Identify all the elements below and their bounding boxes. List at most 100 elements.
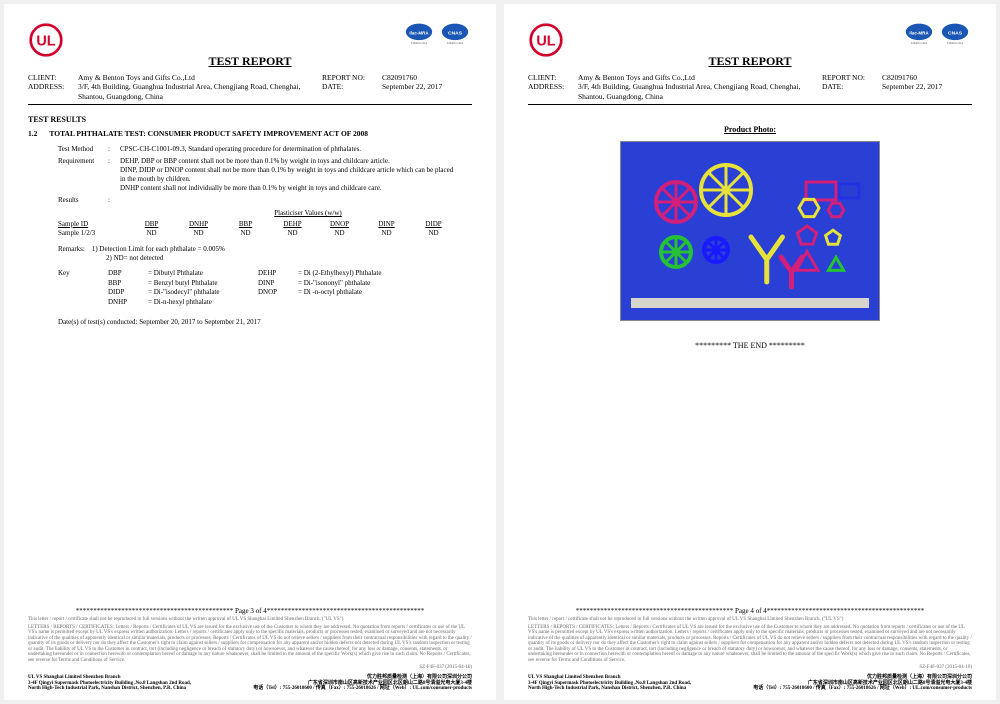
- ilac-mra-icon: ilac-MRA CNAS L1114: [402, 22, 436, 50]
- header-block: CLIENT: ADDRESS: Amy & Benton Toys and G…: [28, 73, 472, 101]
- sample-row-label: Sample 1/2/3: [58, 229, 128, 238]
- footer-ref: SZ-F4F-037 (2015-04-10): [528, 665, 972, 671]
- ul-logo: UL: [528, 22, 564, 58]
- test-results-heading: TEST RESULTS: [28, 115, 472, 125]
- disclaimer-2: LETTERS / REPORTS / CERTIFICATES: Letter…: [28, 625, 472, 664]
- address-value: 3/F, 4th Building, Guanghua Industrial A…: [578, 82, 814, 101]
- logo-row: UL ilac-MRA CNAS L1114 CNAS CNAS L1114: [528, 22, 972, 58]
- page-number-line: ****************************************…: [528, 608, 972, 616]
- section-title: TOTAL PHTHALATE TEST: CONSUMER PRODUCT S…: [49, 129, 368, 138]
- report-page-4: UL ilac-MRA CNAS L1114 CNAS CNAS L1114 TES…: [504, 4, 996, 700]
- col-dinp: DINP: [363, 220, 410, 229]
- report-title: TEST REPORT: [528, 54, 972, 69]
- test-dates: Date(s) of test(s) conducted: September …: [58, 318, 472, 327]
- report-page-3: UL ilac-MRA CNAS L1114 CNAS CNAS L1114 TES…: [4, 4, 496, 700]
- section-1-2-heading: 1.2 TOTAL PHTHALATE TEST: CONSUMER PRODU…: [28, 129, 472, 138]
- page-number-line: ****************************************…: [28, 608, 472, 616]
- report-title: TEST REPORT: [28, 54, 472, 69]
- footer-address-left: UL VS Shanghai Limited Shenzhen Branch 3…: [528, 675, 691, 692]
- reportno-label: REPORT NO:: [822, 73, 882, 82]
- header-rule: [28, 104, 472, 105]
- address-label: ADDRESS:: [28, 82, 78, 91]
- remarks-block: Remarks: 1) Detection Limit for each pht…: [58, 245, 472, 263]
- val-dehp: ND: [269, 229, 316, 238]
- page-footer: ****************************************…: [28, 608, 472, 692]
- product-photo-svg: [621, 142, 881, 322]
- date-label: DATE:: [822, 82, 882, 91]
- cnas-icon: CNAS CNAS L1114: [938, 22, 972, 50]
- val-dnop: ND: [316, 229, 363, 238]
- footer-ref: SZ-F4F-037 (2015-04-10): [28, 665, 472, 671]
- client-value: Amy & Benton Toys and Gifts Co.,Ltd: [78, 73, 314, 82]
- accreditation-logos: ilac-MRA CNAS L1114 CNAS CNAS L1114: [402, 22, 472, 50]
- client-label: CLIENT:: [528, 73, 578, 82]
- val-didp: ND: [410, 229, 457, 238]
- logo-row: UL ilac-MRA CNAS L1114 CNAS CNAS L1114: [28, 22, 472, 58]
- svg-text:CNAS L1114: CNAS L1114: [911, 41, 927, 45]
- results-row: Results :: [28, 196, 472, 205]
- page-footer: ****************************************…: [528, 608, 972, 692]
- key-label: Key: [58, 269, 108, 278]
- svg-text:UL: UL: [36, 33, 55, 49]
- client-value: Amy & Benton Toys and Gifts Co.,Ltd: [578, 73, 814, 82]
- section-number: 1.2: [28, 129, 37, 138]
- svg-text:CNAS L1114: CNAS L1114: [411, 41, 427, 45]
- requirement-label: Requirement: [28, 157, 108, 192]
- reportno-value: C82091760: [882, 73, 972, 82]
- table-header-row: Sample ID DBP DNHP BBP DEHP DNOP DINP DI…: [58, 220, 458, 229]
- requirement-value: DEHP, DBP or BBP content shall not be mo…: [120, 157, 472, 192]
- col-dnhp: DNHP: [175, 220, 222, 229]
- ul-logo: UL: [28, 22, 64, 58]
- col-dbp: DBP: [128, 220, 175, 229]
- client-label: CLIENT:: [28, 73, 78, 82]
- test-method-value: CPSC-CH-C1001-09.3, Standard operating p…: [120, 145, 472, 154]
- col-dnop: DNOP: [316, 220, 363, 229]
- val-dbp: ND: [128, 229, 175, 238]
- svg-text:ilac-MRA: ilac-MRA: [909, 30, 929, 35]
- remarks-label: Remarks:: [58, 245, 85, 253]
- address-label: ADDRESS:: [528, 82, 578, 91]
- key-block: Key DBP= Dibutyl Phthalate DEHP= Di (2-E…: [58, 269, 472, 308]
- remark-1: 1) Detection Limit for each phthalate = …: [92, 245, 225, 253]
- footer-address-right: 优力胜邦质量检测（上海）有限公司深圳分公司 广东省深圳市南山区高新技术产业园区北…: [753, 675, 972, 692]
- reportno-label: REPORT NO:: [322, 73, 382, 82]
- plasticiser-table: Plasticiser Values (w/w) Sample ID DBP D…: [58, 209, 472, 237]
- date-value: September 22, 2017: [882, 82, 972, 91]
- table-data-row: Sample 1/2/3 ND ND ND ND ND ND ND: [58, 229, 458, 238]
- svg-text:CNAS L1114: CNAS L1114: [947, 41, 963, 45]
- test-method-row: Test Method : CPSC-CH-C1001-09.3, Standa…: [28, 145, 472, 154]
- footer-address-right: 优力胜邦质量检测（上海）有限公司深圳分公司 广东省深圳市南山区高新技术产业园区北…: [253, 675, 472, 692]
- requirement-row: Requirement : DEHP, DBP or BBP content s…: [28, 157, 472, 192]
- date-value: September 22, 2017: [382, 82, 472, 91]
- val-bbp: ND: [222, 229, 269, 238]
- col-bbp: BBP: [222, 220, 269, 229]
- sample-id-label: Sample ID: [58, 220, 128, 229]
- footer-address-left: UL VS Shanghai Limited Shenzhen Branch 3…: [28, 675, 191, 692]
- disclaimer-2: LETTERS / REPORTS / CERTIFICATES: Letter…: [528, 625, 972, 664]
- svg-text:CNAS L1114: CNAS L1114: [447, 41, 463, 45]
- results-label: Results: [28, 196, 108, 205]
- address-value: 3/F, 4th Building, Guanghua Industrial A…: [78, 82, 314, 101]
- disclaimer-1: This letter / report / certificate shall…: [28, 617, 472, 623]
- col-didp: DIDP: [410, 220, 457, 229]
- product-photo: [620, 141, 880, 321]
- photo-ruler: [631, 298, 869, 308]
- reportno-value: C82091760: [382, 73, 472, 82]
- date-label: DATE:: [322, 82, 382, 91]
- svg-text:CNAS: CNAS: [948, 30, 963, 36]
- header-block: CLIENT: ADDRESS: Amy & Benton Toys and G…: [528, 73, 972, 101]
- remark-2: 2) ND= not detected: [106, 254, 163, 263]
- svg-text:ilac-MRA: ilac-MRA: [409, 30, 429, 35]
- end-line: ********* THE END *********: [528, 341, 972, 351]
- table-title: Plasticiser Values (w/w): [128, 209, 488, 218]
- header-rule: [528, 104, 972, 105]
- col-dehp: DEHP: [269, 220, 316, 229]
- test-method-label: Test Method: [28, 145, 108, 154]
- ilac-mra-icon: ilac-MRA CNAS L1114: [902, 22, 936, 50]
- val-dinp: ND: [363, 229, 410, 238]
- val-dnhp: ND: [175, 229, 222, 238]
- svg-text:CNAS: CNAS: [448, 30, 463, 36]
- svg-text:UL: UL: [536, 33, 555, 49]
- accreditation-logos: ilac-MRA CNAS L1114 CNAS CNAS L1114: [902, 22, 972, 50]
- cnas-icon: CNAS CNAS L1114: [438, 22, 472, 50]
